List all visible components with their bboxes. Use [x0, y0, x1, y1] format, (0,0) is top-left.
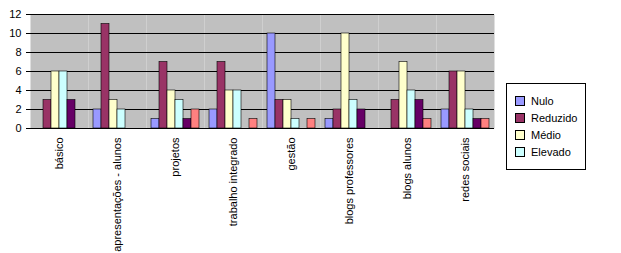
svg-text:blogs professores: blogs professores	[343, 137, 355, 224]
html-text:Nulo: Nulo	[531, 95, 554, 107]
svg-text:apresentações - alunos: apresentações - alunos	[111, 137, 123, 252]
html-text:Elevado: Elevado	[531, 146, 571, 158]
svg-text:básico: básico	[53, 138, 65, 170]
svg-text:12: 12	[9, 8, 21, 20]
html-text:Reduzido: Reduzido	[531, 112, 578, 124]
svg-text:2: 2	[15, 103, 21, 115]
svg-text:6: 6	[15, 65, 21, 77]
svg-text:redes sociais: redes sociais	[459, 137, 471, 202]
svg-text:4: 4	[15, 84, 21, 96]
svg-text:trabalho integrado: trabalho integrado	[227, 138, 239, 227]
svg-text:projetos: projetos	[169, 137, 181, 177]
svg-text:0: 0	[15, 122, 21, 134]
svg-text:blogs alunos: blogs alunos	[401, 137, 413, 199]
html-text:Médio: Médio	[531, 129, 561, 141]
svg-text:10: 10	[9, 27, 21, 39]
svg-text:8: 8	[15, 46, 21, 58]
svg-text:gestão: gestão	[285, 138, 297, 171]
